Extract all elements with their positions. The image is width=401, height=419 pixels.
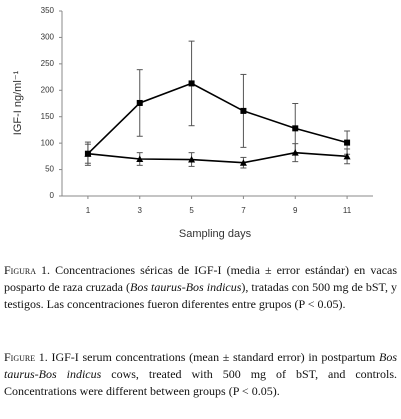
caption-en: Figure 1. IGF-I serum concentrations (me… xyxy=(4,349,397,400)
x-tick-label: 9 xyxy=(293,206,298,215)
caption-text: Concentraciones séricas de IGF-I (media … xyxy=(4,263,398,294)
marker xyxy=(291,149,299,156)
y-tick-label: 200 xyxy=(41,85,55,94)
marker xyxy=(136,99,143,106)
caption-text: ), tratadas con 500 mg de bST, y testigo… xyxy=(4,280,397,311)
x-tick-label: 7 xyxy=(241,206,246,215)
chart: IGF-I ng/ml⁻¹ Sampling days 0 50 100 150 200… xyxy=(12,6,373,240)
y-tick-label: 150 xyxy=(41,112,55,121)
y-tick-label: 50 xyxy=(45,165,54,174)
marker xyxy=(344,139,351,146)
caption-es: Figura 1. Concentraciones séricas de IGF… xyxy=(4,262,397,313)
caption-label: Figura 1. xyxy=(4,263,51,277)
marker xyxy=(188,80,195,87)
series-line xyxy=(87,82,348,155)
x-tick-label: 1 xyxy=(86,206,91,215)
y-tick-label: 300 xyxy=(41,33,55,42)
y-tick-label: 350 xyxy=(41,6,55,15)
y-tick-label: 100 xyxy=(41,138,55,147)
x-tick-label: 11 xyxy=(343,206,352,215)
y-tick-label: 0 xyxy=(50,191,55,200)
x-tick-label: 3 xyxy=(138,206,143,215)
marker xyxy=(239,159,247,166)
caption-text: cows, treated with 500 mg of bST, and co… xyxy=(4,367,397,398)
caption-text: Bos taurus-Bos indicus xyxy=(130,280,242,294)
marker xyxy=(343,152,351,160)
marker xyxy=(240,107,247,114)
x-axis-label: Sampling days xyxy=(179,228,252,240)
caption-text: IGF-I serum concentrations (mean ± stand… xyxy=(51,350,379,364)
marker xyxy=(84,150,92,157)
marker xyxy=(136,155,144,162)
y-axis-label: IGF-I ng/ml⁻¹ xyxy=(12,70,24,135)
caption-label: Figure 1. xyxy=(4,350,48,364)
marker xyxy=(292,125,299,132)
y-tick-label: 250 xyxy=(41,59,55,68)
series-line xyxy=(87,151,348,164)
marker xyxy=(188,156,196,163)
x-tick-label: 5 xyxy=(189,206,194,215)
caption-text: Bos taurus-Bos indicus xyxy=(4,350,397,381)
